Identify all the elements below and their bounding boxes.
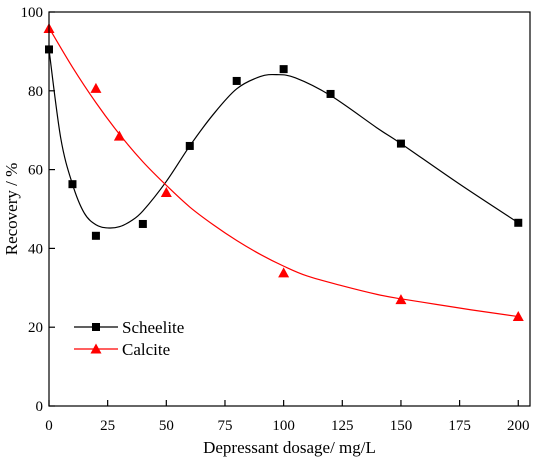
scheelite-point <box>138 219 147 228</box>
x-tick-label: 0 <box>45 418 53 434</box>
y-tick-label: 100 <box>21 5 44 21</box>
calcite-point <box>160 186 172 197</box>
y-axis-title: Recovery / % <box>2 163 21 256</box>
axes: 0 25 50 75 100 125 150 175 200 0 20 40 60 80 100 <box>21 5 531 434</box>
calcite-point <box>90 82 102 93</box>
y-tick-label: 20 <box>28 320 43 336</box>
x-tick-label: 175 <box>448 418 471 434</box>
x-tick-label: 150 <box>390 418 413 434</box>
x-tick-label: 75 <box>217 418 232 434</box>
x-tick-label: 50 <box>159 418 174 434</box>
y-tick-label: 0 <box>36 399 44 415</box>
plot-frame <box>48 11 531 407</box>
legend-label-scheelite: Scheelite <box>122 318 184 337</box>
y-tick-label: 60 <box>28 163 43 179</box>
scheelite-point <box>185 141 194 150</box>
legend-marker-scheelite <box>92 323 100 331</box>
x-axis-title: Depressant dosage/ mg/L <box>203 438 376 457</box>
scheelite-point <box>514 218 523 227</box>
legend: Scheelite Calcite <box>74 318 184 359</box>
calcite-point <box>113 130 125 141</box>
calcite-point <box>512 311 524 322</box>
y-tick-label: 40 <box>28 241 43 257</box>
y-tick-label: 80 <box>28 84 43 100</box>
scheelite-point <box>279 65 288 74</box>
x-tick-label: 25 <box>100 418 115 434</box>
scheelite-point <box>91 231 100 240</box>
x-tick-label: 200 <box>507 418 530 434</box>
scheelite-point <box>68 180 77 189</box>
x-tick-label: 125 <box>331 418 354 434</box>
scheelite-point <box>232 76 241 85</box>
calcite-point <box>278 267 290 278</box>
scheelite-point <box>326 89 335 98</box>
scheelite-point <box>396 139 405 148</box>
legend-marker-calcite <box>90 343 102 354</box>
legend-label-calcite: Calcite <box>122 340 170 359</box>
calcite-point <box>395 294 407 305</box>
x-tick-label: 100 <box>272 418 295 434</box>
